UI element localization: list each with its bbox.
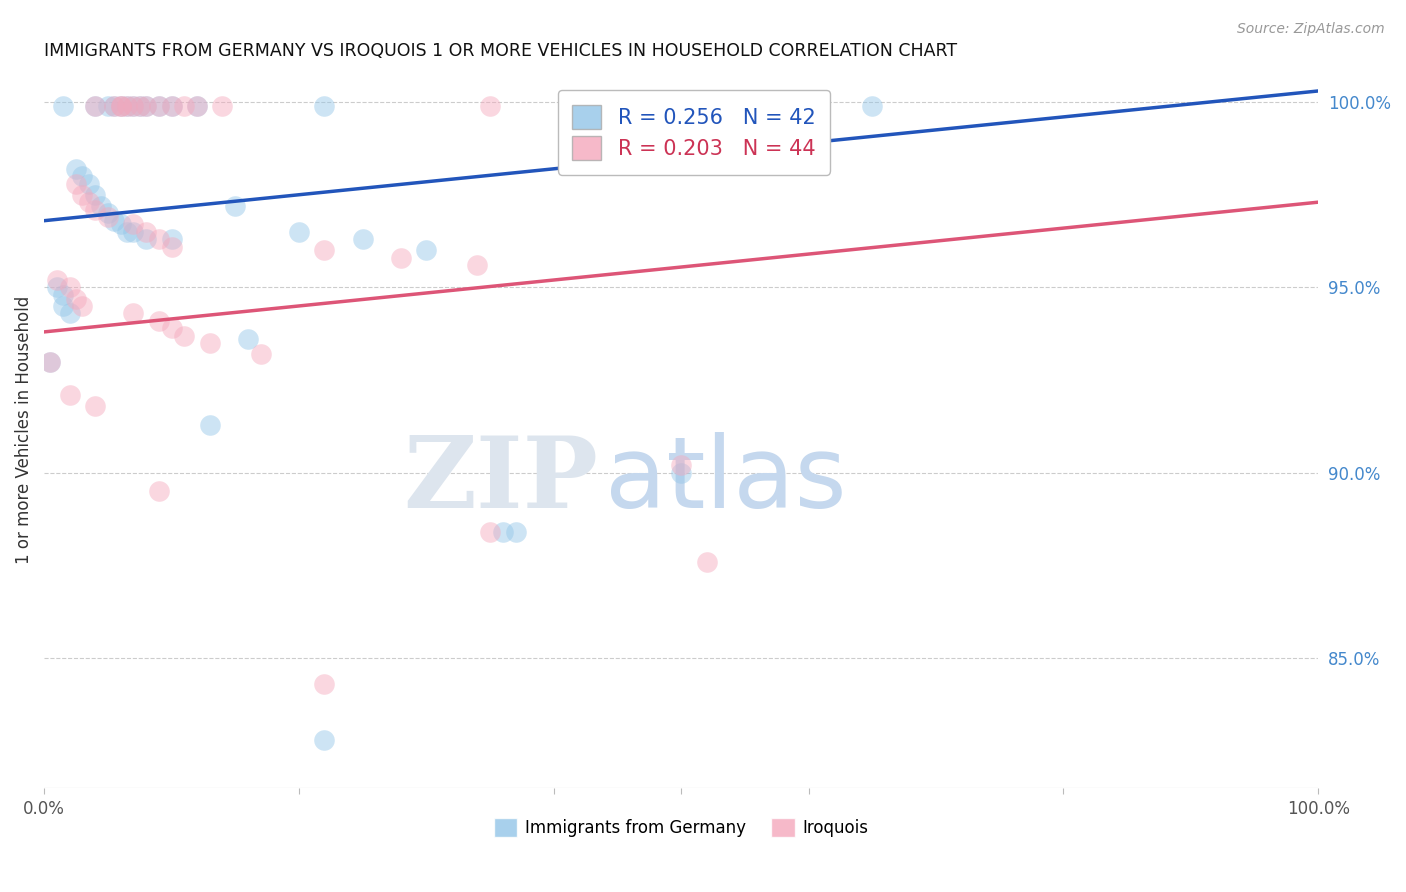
Point bbox=[148, 314, 170, 328]
Point bbox=[58, 388, 80, 402]
Point bbox=[135, 99, 157, 113]
Point bbox=[84, 399, 107, 413]
Text: ZIP: ZIP bbox=[404, 432, 599, 529]
Point bbox=[39, 354, 62, 368]
Point bbox=[84, 187, 107, 202]
Point bbox=[389, 251, 412, 265]
Point bbox=[352, 232, 374, 246]
Point bbox=[669, 458, 692, 473]
Point bbox=[128, 99, 150, 113]
Point bbox=[479, 524, 502, 539]
Point bbox=[77, 177, 100, 191]
Point bbox=[236, 332, 259, 346]
Point bbox=[135, 232, 157, 246]
Point bbox=[122, 225, 145, 239]
Point bbox=[314, 732, 336, 747]
Point bbox=[122, 99, 145, 113]
Point bbox=[160, 99, 183, 113]
Point bbox=[58, 280, 80, 294]
Point bbox=[160, 240, 183, 254]
Point bbox=[198, 417, 221, 432]
Y-axis label: 1 or more Vehicles in Household: 1 or more Vehicles in Household bbox=[15, 296, 32, 565]
Point bbox=[97, 210, 120, 224]
Point bbox=[135, 225, 157, 239]
Point bbox=[186, 99, 208, 113]
Point bbox=[65, 292, 87, 306]
Point bbox=[65, 177, 87, 191]
Point bbox=[128, 99, 150, 113]
Point bbox=[314, 99, 336, 113]
Point bbox=[115, 99, 138, 113]
Point bbox=[186, 99, 208, 113]
Point bbox=[465, 258, 488, 272]
Text: Source: ZipAtlas.com: Source: ZipAtlas.com bbox=[1237, 22, 1385, 37]
Point bbox=[90, 199, 112, 213]
Point bbox=[110, 99, 132, 113]
Point bbox=[198, 336, 221, 351]
Point bbox=[314, 677, 336, 691]
Point bbox=[160, 321, 183, 335]
Point bbox=[173, 99, 195, 113]
Point bbox=[52, 99, 75, 113]
Point bbox=[797, 99, 820, 113]
Point bbox=[110, 99, 132, 113]
Point bbox=[122, 306, 145, 320]
Point bbox=[72, 299, 94, 313]
Point bbox=[148, 99, 170, 113]
Point bbox=[52, 299, 75, 313]
Point bbox=[77, 195, 100, 210]
Text: IMMIGRANTS FROM GERMANY VS IROQUOIS 1 OR MORE VEHICLES IN HOUSEHOLD CORRELATION : IMMIGRANTS FROM GERMANY VS IROQUOIS 1 OR… bbox=[44, 42, 957, 60]
Point bbox=[696, 555, 718, 569]
Point bbox=[288, 225, 311, 239]
Point bbox=[115, 99, 138, 113]
Point bbox=[211, 99, 233, 113]
Point bbox=[97, 206, 120, 220]
Point bbox=[148, 232, 170, 246]
Point bbox=[103, 213, 125, 227]
Point bbox=[72, 187, 94, 202]
Point bbox=[65, 161, 87, 176]
Text: atlas: atlas bbox=[605, 432, 846, 529]
Point bbox=[103, 99, 125, 113]
Point bbox=[110, 99, 132, 113]
Point bbox=[224, 199, 246, 213]
Point bbox=[492, 524, 515, 539]
Point bbox=[314, 244, 336, 258]
Point bbox=[122, 218, 145, 232]
Point bbox=[160, 99, 183, 113]
Point bbox=[84, 99, 107, 113]
Point bbox=[103, 99, 125, 113]
Point bbox=[110, 218, 132, 232]
Point bbox=[669, 466, 692, 480]
Point bbox=[45, 273, 67, 287]
Point bbox=[505, 524, 527, 539]
Point bbox=[122, 99, 145, 113]
Point bbox=[160, 232, 183, 246]
Point bbox=[115, 225, 138, 239]
Point bbox=[52, 288, 75, 302]
Point bbox=[173, 328, 195, 343]
Point bbox=[135, 99, 157, 113]
Point bbox=[415, 244, 437, 258]
Point bbox=[58, 306, 80, 320]
Point bbox=[39, 354, 62, 368]
Point bbox=[860, 99, 883, 113]
Point bbox=[148, 99, 170, 113]
Point bbox=[45, 280, 67, 294]
Point bbox=[72, 169, 94, 184]
Point bbox=[249, 347, 271, 361]
Point bbox=[97, 99, 120, 113]
Legend: Immigrants from Germany, Iroquois: Immigrants from Germany, Iroquois bbox=[486, 812, 876, 844]
Point bbox=[84, 99, 107, 113]
Point bbox=[84, 202, 107, 217]
Point bbox=[479, 99, 502, 113]
Point bbox=[148, 484, 170, 499]
